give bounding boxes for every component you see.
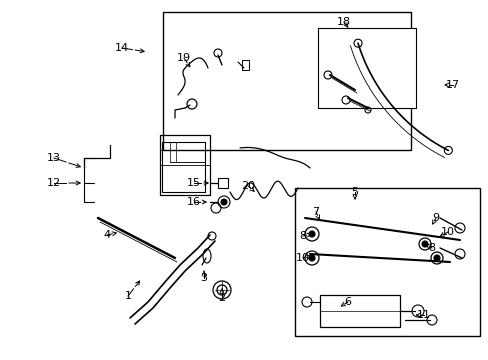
Circle shape [308, 255, 314, 261]
Bar [218, 178, 227, 188]
Text: 9: 9 [431, 213, 439, 223]
Text: 13: 13 [47, 153, 61, 163]
Text: 2: 2 [218, 293, 225, 303]
Text: 12: 12 [47, 178, 61, 188]
Circle shape [421, 241, 427, 247]
Text: 19: 19 [177, 53, 191, 63]
Bar [317, 28, 415, 108]
Text: 4: 4 [103, 230, 110, 240]
Circle shape [221, 199, 226, 205]
Text: 7: 7 [312, 207, 319, 217]
Bar [294, 188, 479, 336]
Circle shape [433, 255, 439, 261]
Bar [242, 60, 248, 70]
Bar [163, 12, 410, 150]
Text: 5: 5 [351, 187, 358, 197]
Text: 8: 8 [427, 243, 435, 253]
Circle shape [308, 231, 314, 237]
Bar [319, 295, 399, 327]
Text: 18: 18 [336, 17, 350, 27]
Text: 8: 8 [299, 231, 306, 241]
Text: 6: 6 [344, 297, 351, 307]
Text: 16: 16 [186, 197, 201, 207]
Text: 1: 1 [124, 291, 131, 301]
Text: 15: 15 [186, 178, 201, 188]
Text: 3: 3 [200, 273, 207, 283]
Text: 11: 11 [416, 310, 430, 320]
Text: 10: 10 [295, 253, 309, 263]
Text: 20: 20 [241, 181, 255, 191]
Text: 10: 10 [440, 227, 454, 237]
Text: 17: 17 [445, 80, 459, 90]
Text: 14: 14 [115, 43, 129, 53]
